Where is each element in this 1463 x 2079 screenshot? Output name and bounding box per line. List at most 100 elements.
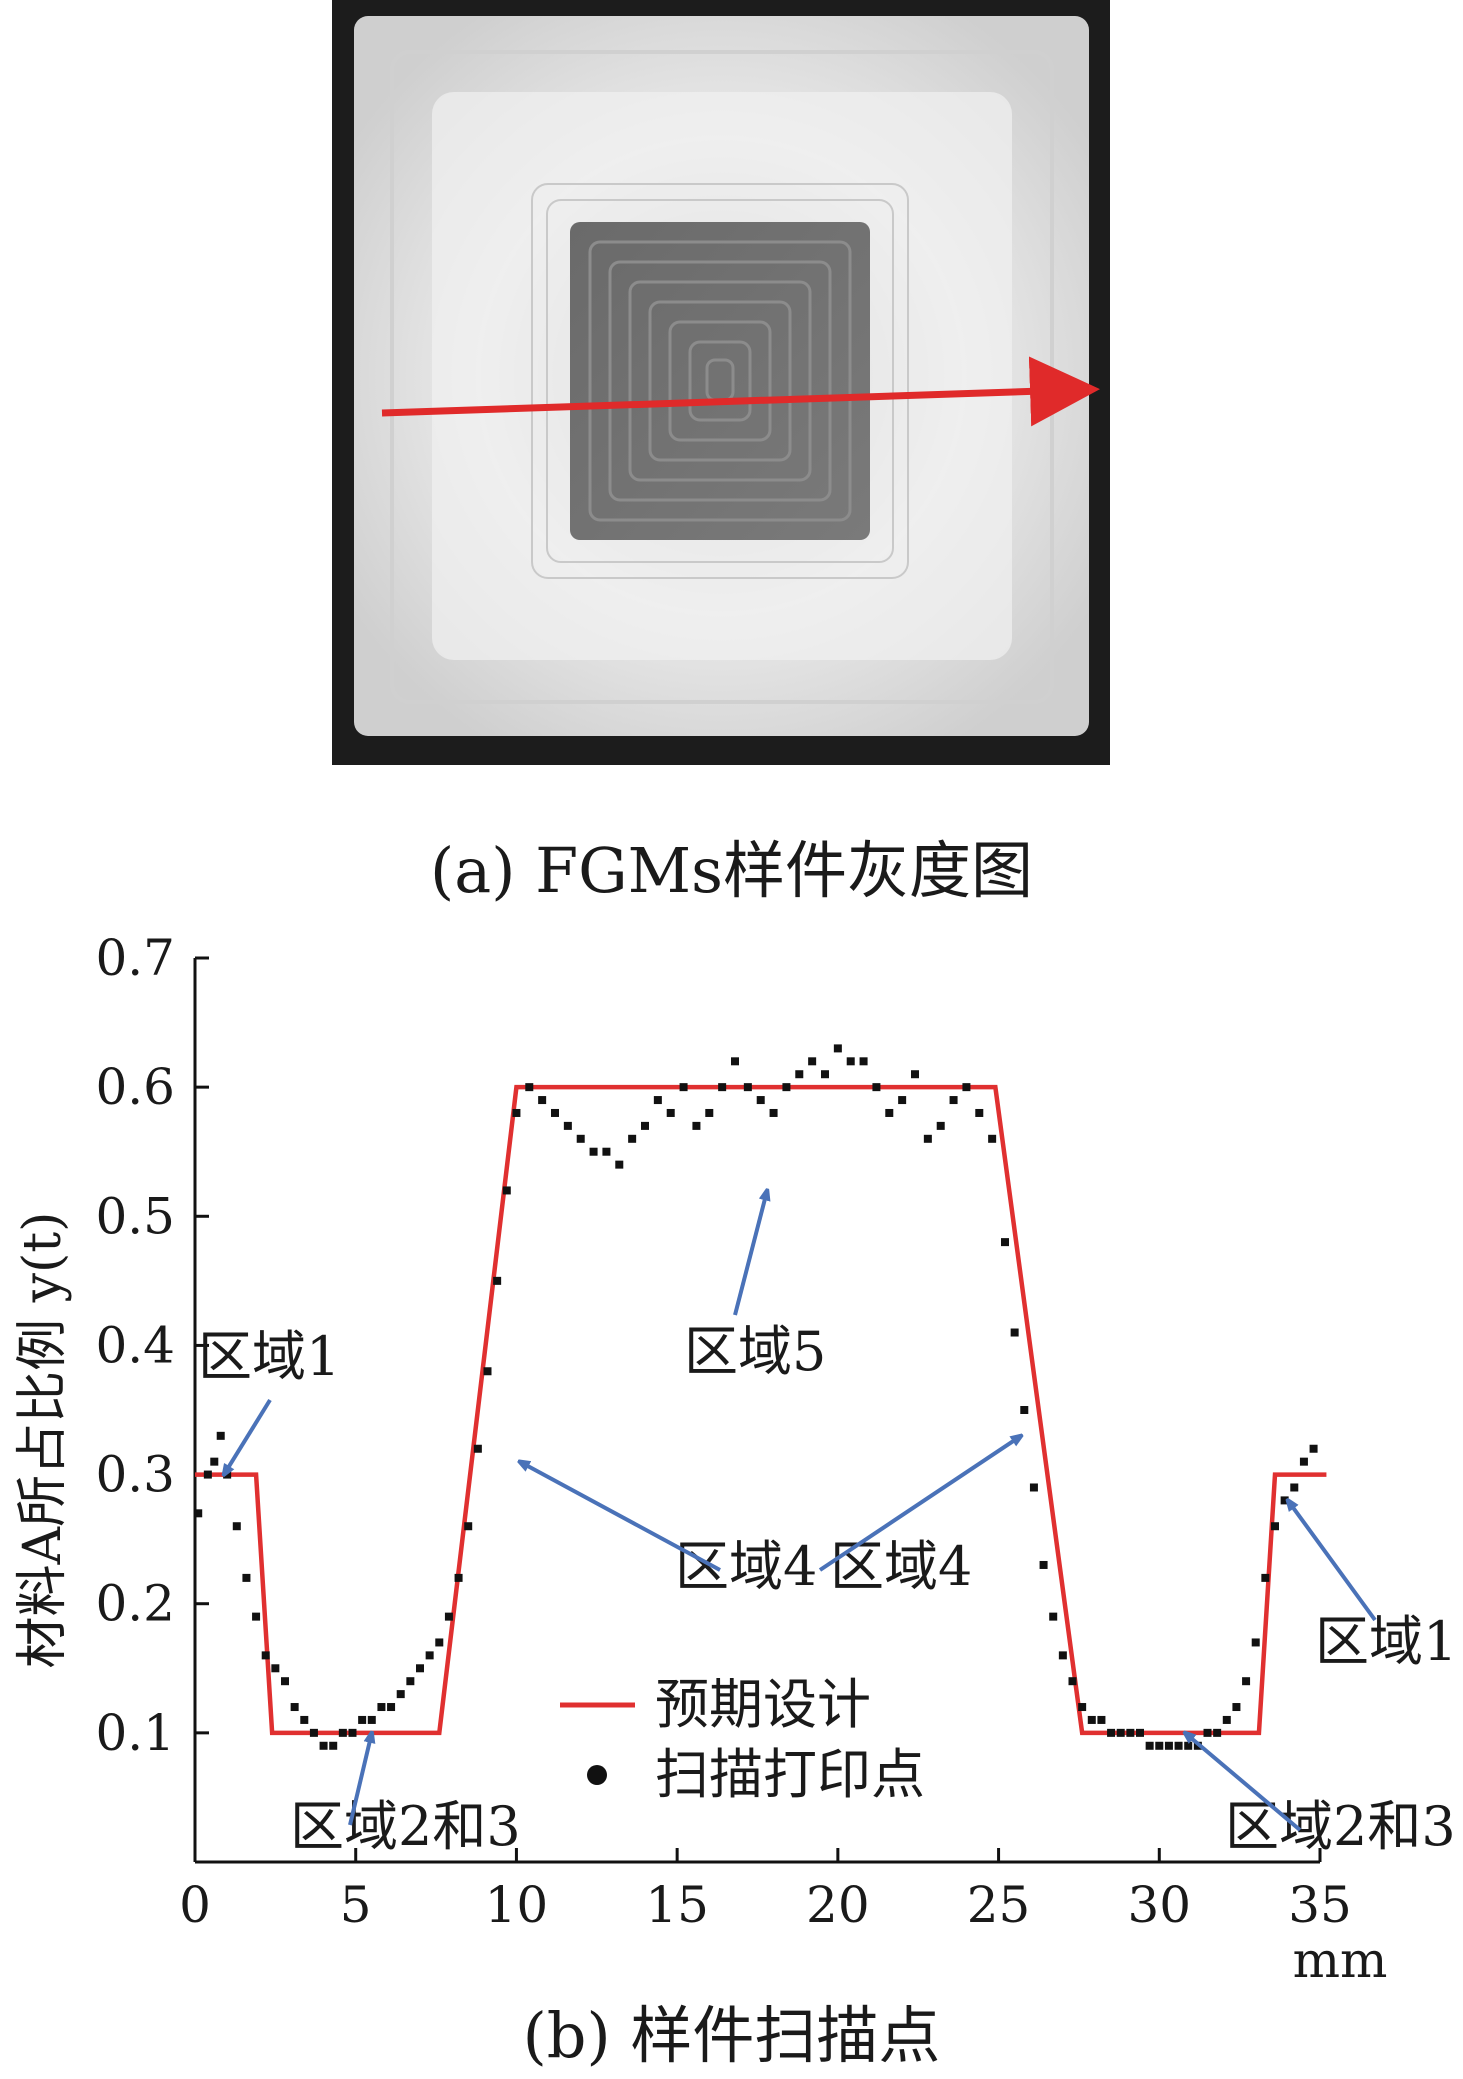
scan-point — [444, 1612, 453, 1621]
annotation-arrow — [520, 1462, 721, 1572]
x-tick-label: 35 — [1288, 1876, 1352, 1934]
scan-point — [923, 1134, 932, 1143]
scan-point — [512, 1108, 521, 1117]
scan-point — [1155, 1741, 1164, 1750]
scan-point — [416, 1664, 424, 1673]
y-tick-label: 0.6 — [95, 1058, 175, 1116]
scan-point — [1087, 1715, 1096, 1724]
scan-point — [1010, 1328, 1019, 1337]
scan-points-layer — [194, 1044, 1318, 1750]
scan-point — [743, 1083, 752, 1092]
y-tick-label: 0.4 — [95, 1316, 175, 1374]
figure-b-caption: (b) 样件扫描点 — [522, 1999, 941, 2072]
legend-swatch-scan — [587, 1765, 607, 1785]
scan-point — [731, 1057, 739, 1066]
scan-point — [396, 1690, 405, 1699]
scan-point — [210, 1457, 219, 1466]
scan-point — [329, 1741, 338, 1750]
y-tick-label: 0.3 — [95, 1446, 175, 1504]
scan-point — [502, 1186, 511, 1195]
x-tick-label: 10 — [485, 1876, 549, 1934]
scan-point — [679, 1083, 688, 1092]
annotation-arrow — [348, 1733, 372, 1826]
scan-point — [821, 1070, 829, 1079]
scan-point — [203, 1470, 212, 1479]
scan-point — [242, 1573, 251, 1582]
scan-point — [1299, 1457, 1308, 1466]
y-tick-label: 0.5 — [95, 1187, 175, 1245]
scan-point — [1213, 1728, 1222, 1737]
scan-point — [692, 1121, 701, 1130]
x-tick-label: 5 — [340, 1876, 372, 1934]
scan-point — [949, 1096, 958, 1105]
scan-point — [705, 1108, 714, 1117]
scan-point — [1058, 1651, 1067, 1660]
scan-point — [387, 1703, 396, 1712]
scan-point — [1116, 1728, 1125, 1737]
scan-point — [1136, 1728, 1144, 1737]
scan-point — [1232, 1703, 1241, 1712]
scan-point — [309, 1728, 318, 1737]
annotation-arrow — [1185, 1733, 1302, 1832]
scan-point — [252, 1612, 261, 1621]
scan-point — [1029, 1483, 1038, 1492]
scan-point — [756, 1096, 765, 1105]
scan-point — [589, 1147, 598, 1156]
scan-point — [1164, 1741, 1173, 1750]
annotation-label: 区域2和3 — [290, 1795, 521, 1858]
y-axis-label: 材料A所占比例 y(t) — [13, 1212, 73, 1669]
scan-point — [358, 1715, 367, 1724]
scan-point — [425, 1651, 434, 1660]
scan-point — [406, 1677, 415, 1686]
scan-point — [563, 1121, 572, 1130]
scan-point — [911, 1070, 919, 1079]
scan-point — [525, 1083, 534, 1092]
annotation-arrow — [733, 1190, 767, 1316]
annotations-layer: 区域1 区域2和3 区域4 区域4 区域5 区域1 区域2和3 — [198, 1190, 1457, 1858]
annotation-label: 区域2和3 — [1225, 1795, 1456, 1858]
annotation-label: 区域1 — [198, 1325, 340, 1388]
scan-point — [666, 1108, 675, 1117]
annotation-label: 区域4 — [830, 1535, 972, 1598]
scan-point — [872, 1083, 881, 1092]
scan-point — [1126, 1728, 1135, 1737]
scan-point — [551, 1108, 559, 1117]
scan-point — [1068, 1677, 1077, 1686]
sample-inner-square — [570, 222, 870, 540]
scan-point — [1020, 1406, 1029, 1414]
annotation-arrow — [818, 1436, 1021, 1572]
scan-point — [885, 1108, 894, 1117]
scan-point — [1222, 1715, 1231, 1724]
scan-point — [435, 1638, 444, 1647]
scan-point — [1251, 1638, 1260, 1647]
scan-point — [194, 1509, 203, 1518]
scan-chart: 0 5 10 15 20 25 30 35 0.1 0.2 0.3 0.4 0.5 0.6 0.7 mm 材料A… — [0, 930, 1463, 1980]
scan-point — [1261, 1573, 1270, 1582]
scan-point — [1242, 1677, 1251, 1686]
design-line-layer — [195, 1084, 1327, 1736]
scan-point — [1078, 1703, 1087, 1712]
scan-point — [271, 1664, 280, 1673]
scan-point — [988, 1134, 997, 1143]
y-tick-label: 0.2 — [95, 1575, 175, 1633]
scan-point — [769, 1108, 778, 1117]
scan-point — [795, 1070, 804, 1079]
scan-point — [483, 1367, 492, 1376]
annotation-label: 区域1 — [1315, 1610, 1457, 1673]
annotation-arrow — [224, 1398, 272, 1475]
scan-point — [261, 1651, 270, 1660]
scan-point — [641, 1121, 649, 1130]
figure-a-caption: (a) FGMs样件灰度图 — [430, 834, 1033, 907]
scan-point — [1271, 1522, 1279, 1531]
scan-point — [348, 1728, 357, 1737]
scan-point — [1001, 1238, 1009, 1247]
scan-point — [833, 1044, 842, 1053]
sample-grayscale-photo — [332, 0, 1110, 765]
scan-point — [473, 1444, 482, 1453]
y-tick-label: 0.7 — [95, 930, 175, 987]
scan-point — [782, 1083, 791, 1092]
scan-point — [846, 1057, 855, 1066]
scan-point — [576, 1134, 585, 1143]
scan-line-arrow — [381, 356, 1100, 427]
